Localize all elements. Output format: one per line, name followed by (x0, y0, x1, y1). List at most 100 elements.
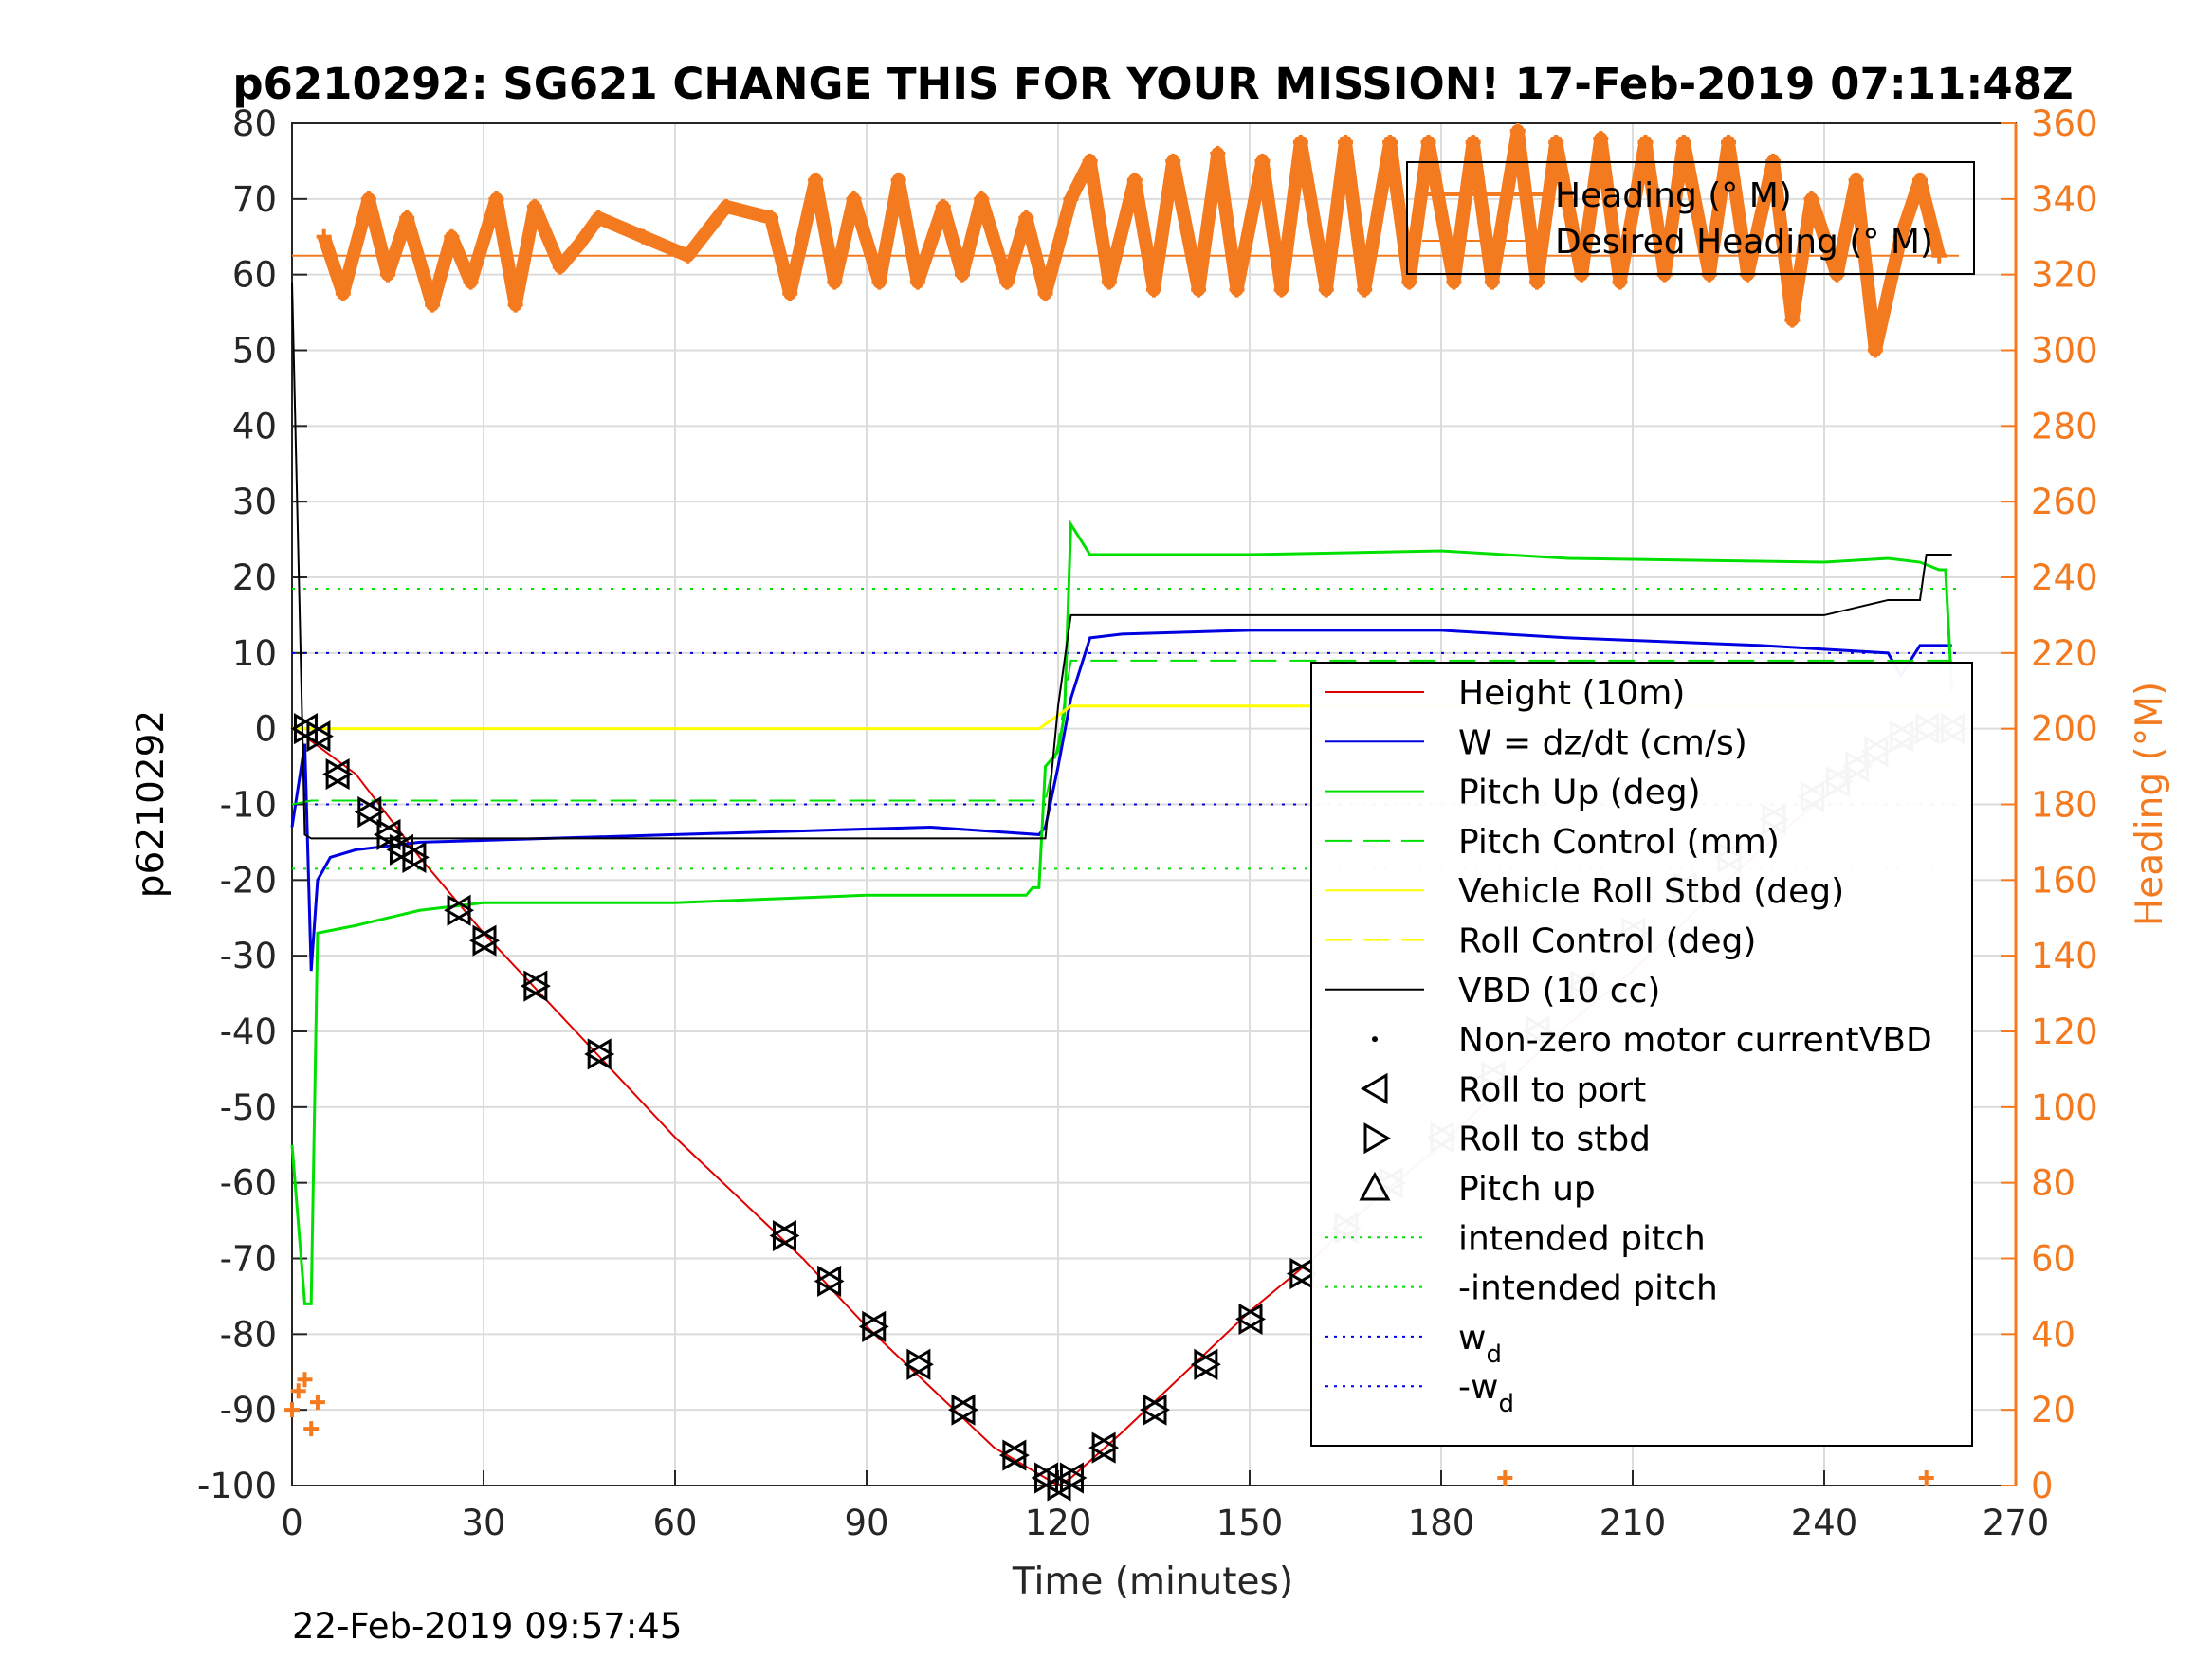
heading-point (1165, 153, 1181, 169)
legend-label: Vehicle Roll Stbd (deg) (1458, 872, 1844, 911)
heading-legend: Heading (° M) Desired Heading (° M) (1406, 161, 1975, 275)
roll-to-stbd-marker (1143, 1394, 1170, 1426)
x-tick-label: 60 (652, 1503, 697, 1543)
y-left-tick-label: -50 (220, 1087, 277, 1128)
roll-to-stbd-marker (472, 924, 500, 957)
heading-point (1229, 282, 1245, 298)
heading-point (1292, 134, 1308, 150)
y-right-tick-label: 300 (2031, 331, 2098, 372)
heading-point (1018, 210, 1034, 226)
y-right-tick-label: 240 (2031, 557, 2098, 598)
y-left-tick-label: -70 (220, 1239, 277, 1280)
heading-surface-point (1918, 1470, 1934, 1486)
series-line (290, 520, 1954, 1305)
y-left-tick-label: 60 (232, 255, 277, 296)
heading-point (1548, 134, 1564, 150)
heading-point (1063, 191, 1079, 207)
y-right-tick-label: 140 (2031, 936, 2098, 976)
roll-to-stbd-marker (1002, 1439, 1030, 1471)
y-right-tick-label: 60 (2031, 1239, 2075, 1280)
legend-label-subscript: d (1486, 1340, 1502, 1369)
heading-point (1082, 153, 1098, 169)
heading-point (1101, 274, 1117, 290)
heading-point (890, 172, 906, 188)
heading-point (488, 191, 504, 207)
legend-label: Height (10m) (1458, 674, 1685, 713)
heading-point (955, 266, 970, 283)
y-right-tick-label: 120 (2031, 1012, 2098, 1052)
legend-label: Pitch up (1458, 1170, 1596, 1209)
heading-point (999, 274, 1015, 290)
heading-point (591, 210, 607, 226)
x-tick-label: 240 (1791, 1503, 1858, 1543)
x-tick-label: 90 (844, 1503, 888, 1543)
heading-legend-label: Heading (° M) (1555, 176, 1792, 215)
x-tick-label: 30 (461, 1503, 505, 1543)
x-tick-label: 270 (1983, 1503, 2050, 1543)
heading-point (380, 266, 395, 283)
roll-to-stbd-marker (906, 1348, 934, 1380)
y-left-tick-label: -80 (220, 1314, 277, 1355)
heading-point (1848, 172, 1864, 188)
heading-point (1484, 274, 1500, 290)
heading-point (1318, 282, 1334, 298)
legend-swatch (1361, 1072, 1388, 1105)
roll-to-stbd-marker (587, 1038, 615, 1070)
heading-point (1420, 134, 1436, 150)
roll-to-stbd-marker (817, 1265, 845, 1298)
heading-point (909, 274, 925, 290)
heading-point (782, 285, 798, 301)
y-right-tick-label: 20 (2031, 1390, 2075, 1431)
y-left-tick-label: -10 (220, 785, 277, 826)
heading-point (763, 210, 778, 226)
heading-point (1338, 134, 1353, 150)
x-tick-label: 150 (1216, 1503, 1284, 1543)
heading-surface-point (309, 1395, 325, 1411)
y-left-tick-label: -20 (220, 860, 277, 901)
series-line (290, 629, 1952, 972)
heading-point (827, 274, 843, 290)
roll-to-stbd-marker (447, 894, 475, 926)
heading-point (808, 172, 824, 188)
heading-series (284, 122, 1947, 1486)
heading-point (1867, 342, 1883, 358)
heading-point (1210, 145, 1226, 161)
y-right-tick-label: 280 (2031, 406, 2098, 447)
desired-heading-legend-label: Desired Heading (° M) (1555, 223, 1933, 262)
heading-point (1765, 153, 1782, 169)
heading-point (572, 236, 587, 252)
heading-point (718, 198, 734, 214)
roll-to-stbd-marker (523, 970, 551, 1002)
legend-label: VBD (10 cc) (1458, 972, 1660, 1011)
heading-point (1912, 172, 1928, 188)
y-left-tick-label: 0 (254, 709, 277, 750)
x-axis: 0 30 60 90 120 150 180 210 240 270 (281, 1470, 2049, 1543)
y-left-tick-label: 40 (232, 406, 277, 447)
legend-label: -intended pitch (1458, 1269, 1718, 1308)
heading-point (1037, 285, 1053, 301)
y-right-tick-label: 200 (2031, 709, 2098, 750)
series-line (291, 282, 1952, 840)
y-right-tick-label: 40 (2031, 1314, 2075, 1355)
y-right-tick-label: 340 (2031, 179, 2098, 220)
heading-point (1675, 134, 1691, 150)
y-left-tick-label: 20 (232, 557, 277, 598)
heading-point (871, 274, 887, 290)
heading-legend-box (1406, 161, 1975, 275)
heading-point (1254, 153, 1271, 169)
y-axis-left-label: p6210292 (130, 710, 173, 898)
y-axis-right: 3603403203002802602402202001801601401201… (2001, 103, 2098, 1506)
y-right-tick-label: 100 (2031, 1087, 2098, 1128)
y-left-tick-label: 50 (232, 331, 277, 372)
heading-point (1465, 134, 1481, 150)
heading-point (635, 228, 651, 245)
y-axis-right-label: Heading (°M) (2129, 682, 2171, 926)
heading-surface-point (284, 1402, 300, 1418)
legend-label: Pitch Up (deg) (1458, 774, 1701, 812)
x-tick-label: 180 (1408, 1503, 1475, 1543)
heading-point (1721, 134, 1736, 150)
roll-to-stbd-marker (1289, 1257, 1317, 1290)
heading-point (1191, 282, 1207, 298)
heading-point (1892, 228, 1909, 245)
legend-swatch (1372, 1036, 1378, 1043)
